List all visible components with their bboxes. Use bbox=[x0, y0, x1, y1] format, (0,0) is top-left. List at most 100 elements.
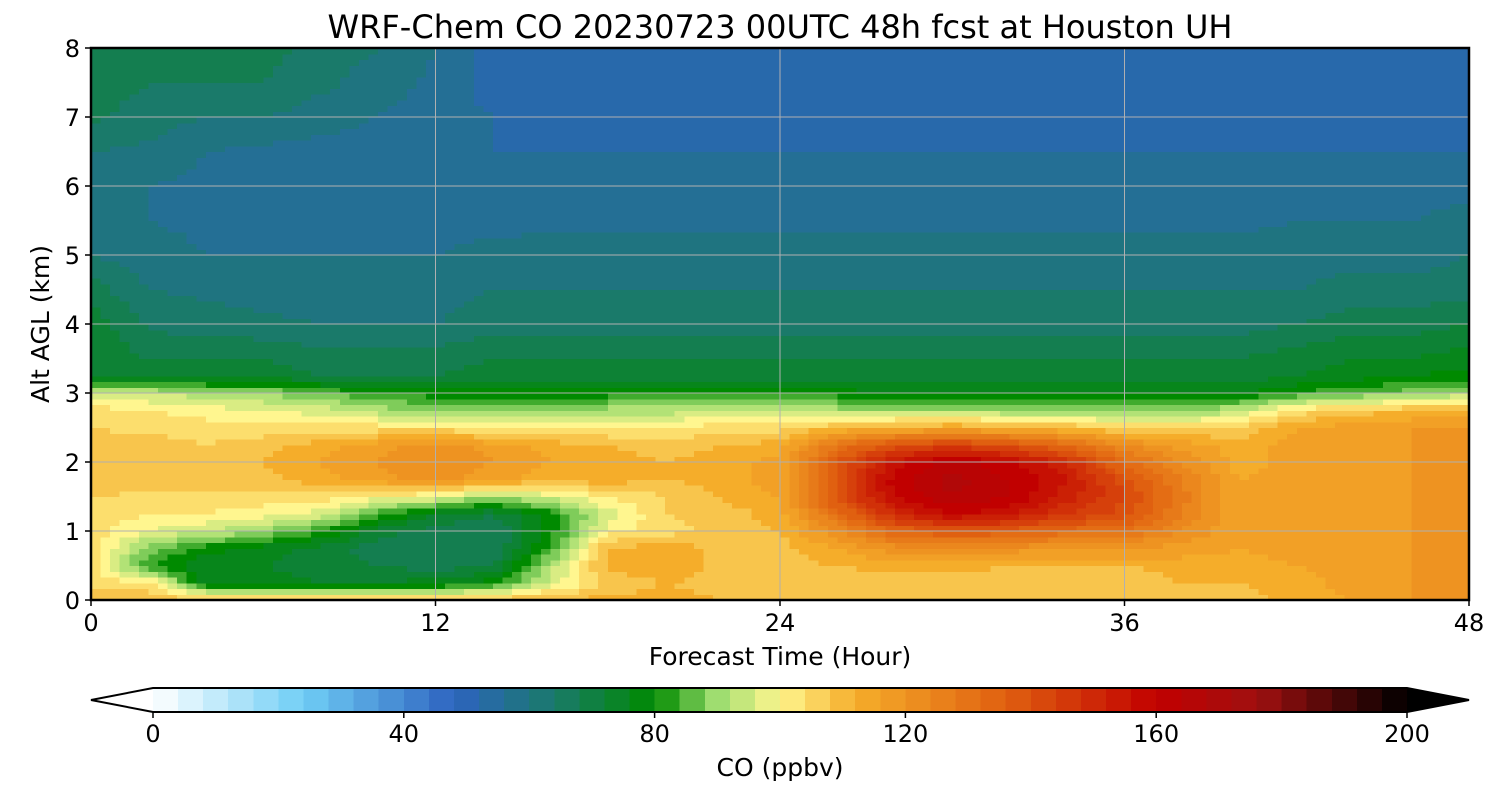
heat-cell bbox=[320, 548, 331, 555]
heat-cell bbox=[311, 485, 322, 492]
heat-cell bbox=[148, 266, 159, 273]
heat-cell bbox=[550, 197, 561, 204]
heat-cell bbox=[253, 283, 264, 291]
heat-cell bbox=[550, 151, 561, 158]
heat-cell bbox=[272, 496, 283, 503]
heat-cell bbox=[119, 525, 130, 532]
heat-cell bbox=[311, 358, 322, 365]
heat-cell bbox=[234, 490, 245, 498]
heat-cell bbox=[320, 404, 331, 411]
heat-cell bbox=[244, 122, 255, 130]
heat-cell bbox=[244, 214, 255, 222]
heat-cell bbox=[502, 272, 513, 279]
heat-cell bbox=[129, 134, 140, 141]
heat-cell bbox=[425, 421, 437, 429]
heat-cell bbox=[445, 157, 456, 164]
heat-cell bbox=[157, 473, 169, 480]
heat-cell bbox=[234, 145, 245, 153]
heat-cell bbox=[502, 197, 513, 204]
heat-cell bbox=[473, 588, 484, 595]
heat-cell bbox=[349, 140, 360, 147]
heat-cell bbox=[559, 243, 571, 250]
heat-cell bbox=[454, 312, 465, 319]
heat-cell bbox=[186, 375, 197, 383]
heat-cell bbox=[311, 531, 322, 538]
heat-cell bbox=[110, 59, 121, 66]
heat-cell bbox=[425, 502, 437, 509]
heat-cell bbox=[167, 82, 178, 89]
heat-cell bbox=[177, 393, 188, 400]
heat-cell bbox=[253, 462, 264, 469]
heat-cell bbox=[521, 111, 532, 118]
heat-cell bbox=[378, 151, 389, 158]
heat-cell bbox=[186, 255, 197, 262]
heat-cell bbox=[330, 105, 341, 112]
heat-cell bbox=[196, 88, 207, 95]
heat-cell bbox=[464, 554, 475, 561]
heat-cell bbox=[464, 329, 475, 337]
heat-cell bbox=[186, 588, 197, 595]
heat-cell bbox=[291, 48, 303, 55]
heat-cell bbox=[349, 433, 360, 440]
heat-cell bbox=[291, 565, 303, 572]
heat-cell bbox=[186, 450, 197, 457]
heat-cell bbox=[282, 565, 293, 572]
heat-cell bbox=[349, 209, 360, 216]
heat-cell bbox=[253, 255, 264, 262]
heat-cell bbox=[540, 117, 551, 124]
heat-cell bbox=[464, 341, 475, 348]
heat-cell bbox=[531, 490, 542, 498]
heat-cell bbox=[579, 508, 590, 515]
heat-cell bbox=[129, 243, 140, 250]
heat-cell bbox=[167, 249, 178, 256]
heat-cell bbox=[521, 134, 532, 141]
heat-cell bbox=[492, 111, 504, 118]
heat-cell bbox=[435, 260, 446, 268]
heat-cell bbox=[119, 88, 130, 95]
heat-cell bbox=[311, 588, 322, 595]
heat-cell bbox=[291, 134, 303, 141]
heat-cell bbox=[100, 404, 111, 411]
heat-cell bbox=[253, 439, 264, 446]
heat-cell bbox=[282, 450, 293, 457]
heat-cell bbox=[397, 364, 408, 371]
heat-cell bbox=[425, 554, 437, 561]
heat-cell bbox=[579, 157, 590, 164]
heat-cell bbox=[406, 249, 417, 256]
heat-cell bbox=[406, 536, 417, 544]
heat-cell bbox=[205, 226, 216, 233]
heat-cell bbox=[521, 548, 532, 555]
heat-cell bbox=[196, 462, 207, 469]
heat-cell bbox=[177, 462, 188, 469]
heat-cell bbox=[244, 145, 255, 153]
heat-cell bbox=[397, 186, 408, 193]
heat-cell bbox=[579, 128, 590, 135]
heat-cell bbox=[339, 134, 350, 141]
heat-cell bbox=[349, 99, 360, 107]
heat-cell bbox=[425, 94, 437, 101]
heat-cell bbox=[579, 525, 590, 532]
heat-cell bbox=[387, 180, 398, 187]
heat-cell bbox=[483, 490, 494, 498]
heat-cell bbox=[435, 456, 446, 463]
heat-cell bbox=[579, 519, 590, 526]
heat-cell bbox=[387, 237, 398, 245]
heat-cell bbox=[119, 48, 130, 55]
heat-cell bbox=[454, 180, 465, 187]
heat-cell bbox=[473, 577, 484, 584]
heat-cell bbox=[224, 427, 236, 434]
heat-cell bbox=[531, 542, 542, 549]
heat-cell bbox=[531, 278, 542, 285]
heat-cell bbox=[91, 71, 102, 78]
heat-cell bbox=[550, 163, 561, 170]
heat-cell bbox=[196, 479, 207, 486]
heat-cell bbox=[263, 387, 274, 394]
heat-cell bbox=[272, 594, 283, 600]
heat-cell bbox=[301, 226, 312, 233]
heat-cell bbox=[368, 450, 379, 457]
heat-cell bbox=[330, 444, 341, 452]
heat-cell bbox=[368, 157, 379, 164]
heat-cell bbox=[244, 381, 255, 388]
heat-cell bbox=[253, 301, 264, 308]
heat-cell bbox=[244, 243, 255, 250]
